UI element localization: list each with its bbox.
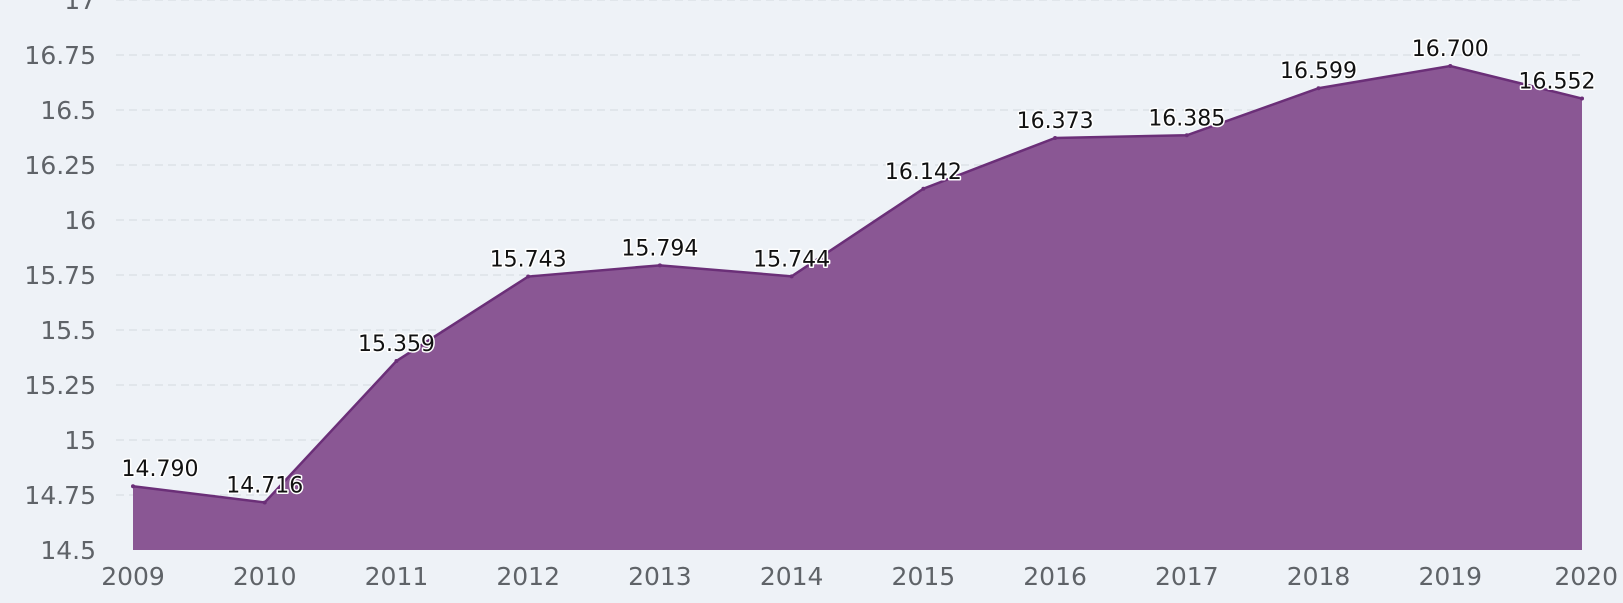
data-point <box>262 500 267 505</box>
data-label: 16.552 <box>1519 70 1596 95</box>
x-tick-label: 2017 <box>1155 562 1219 591</box>
y-tick-label: 15.25 <box>24 371 96 400</box>
data-point <box>1053 135 1058 140</box>
y-tick-label: 16.5 <box>40 96 96 125</box>
data-label: 16.700 <box>1412 37 1489 62</box>
x-tick-label: 2018 <box>1287 562 1351 591</box>
y-tick-label: 15 <box>64 426 96 455</box>
x-tick-label: 2013 <box>628 562 692 591</box>
series-line <box>132 64 1583 504</box>
x-tick-label: 2011 <box>365 562 429 591</box>
data-point <box>657 263 662 268</box>
x-tick-label: 2014 <box>760 562 824 591</box>
data-label: 15.359 <box>358 332 435 357</box>
y-tick-label: 16 <box>64 206 96 235</box>
x-tick-label: 2015 <box>892 562 956 591</box>
data-label: 14.790 <box>122 457 199 482</box>
data-label: 16.373 <box>1017 109 1094 134</box>
x-tick-label: 2019 <box>1418 562 1482 591</box>
data-point <box>789 274 794 279</box>
data-point <box>1316 86 1321 91</box>
data-label: 14.716 <box>226 473 303 498</box>
data-point <box>1448 64 1453 68</box>
data-label: 16.599 <box>1280 59 1357 84</box>
x-tick-label: 2012 <box>496 562 560 591</box>
y-axis: 14.5 14.75 15 15.25 15.5 15.75 16 16.25 16.5 16.7… <box>24 0 96 565</box>
y-tick-label: 14.5 <box>40 536 96 565</box>
y-tick-label: 16.75 <box>24 41 96 70</box>
data-labels: 14.790 14.716 15.359 15.743 15.794 15.744 16.1… <box>120 36 1597 500</box>
data-label: 15.744 <box>753 247 830 272</box>
data-point <box>921 186 926 191</box>
data-label: 15.743 <box>490 248 567 273</box>
x-tick-label: 2010 <box>233 562 297 591</box>
x-tick-label: 2020 <box>1554 562 1618 591</box>
data-point <box>1580 96 1584 101</box>
series-group <box>131 64 1584 550</box>
y-tick-label: 15.5 <box>40 316 96 345</box>
y-tick-label: 15.75 <box>24 261 96 290</box>
data-point <box>394 359 399 364</box>
data-label: 16.385 <box>1148 106 1225 131</box>
data-point <box>131 484 135 489</box>
data-label: 15.794 <box>621 236 698 261</box>
x-tick-label: 2009 <box>101 562 165 591</box>
y-tick-label: 17 <box>64 0 96 15</box>
data-point <box>526 274 531 279</box>
y-tick-label: 14.75 <box>24 481 96 510</box>
data-label: 16.142 <box>885 160 962 185</box>
series-area <box>133 66 1582 550</box>
data-point <box>1184 133 1189 138</box>
x-axis: 2009 2010 2011 2012 2013 2014 2015 2016 2017 2018… <box>101 562 1618 591</box>
y-tick-label: 16.25 <box>24 151 96 180</box>
x-tick-label: 2016 <box>1023 562 1087 591</box>
